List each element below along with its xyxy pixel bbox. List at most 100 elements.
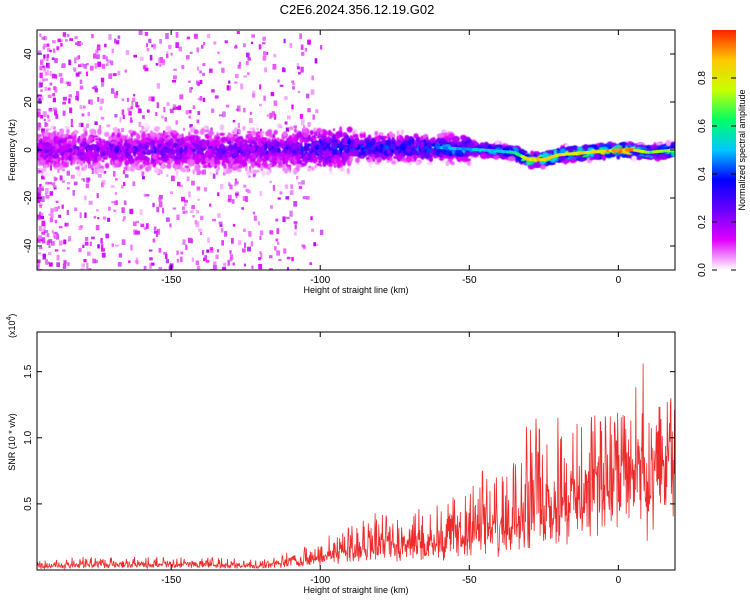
spectrogram-cell [80, 105, 83, 109]
spectrogram-cell [224, 154, 226, 158]
spectrogram-cell [280, 85, 284, 87]
spectrogram-cell [195, 159, 198, 164]
spectrogram-cell [37, 128, 40, 131]
spectrogram-cell [83, 259, 86, 262]
spectrogram-cell [280, 191, 283, 194]
spectrogram-cell [149, 250, 153, 252]
spectrogram-cell [294, 221, 298, 224]
spectrogram-cell [75, 167, 80, 170]
spectrogram-cell [76, 91, 79, 97]
spectrogram-cell [88, 178, 91, 181]
spectrogram-cell [282, 216, 285, 222]
spectrogram-cell [457, 151, 462, 154]
spectrogram-cell [267, 114, 270, 116]
spectrogram-cell [461, 136, 467, 140]
spectrogram-cell [106, 125, 110, 127]
spectrogram-cell [166, 174, 168, 177]
spectrogram-cell [347, 168, 350, 175]
spectrogram-cell [172, 80, 176, 83]
spectrogram-cell [324, 156, 329, 163]
spectrogram-cell [57, 132, 59, 135]
spectrogram-cell [186, 55, 190, 59]
spectrogram-cell [129, 209, 133, 214]
spectrogram-cell [114, 147, 120, 154]
spectrogram-cell [309, 262, 312, 265]
spectrogram-cell [467, 161, 471, 166]
spectrogram-cell [115, 178, 118, 181]
spectrogram-cell [206, 250, 209, 253]
spectrogram-cell [202, 250, 204, 255]
spectrogram-cell [85, 237, 88, 241]
spectrogram-cell [123, 170, 125, 174]
spectrogram-cell [123, 182, 125, 186]
spectrogram-cell [427, 162, 432, 166]
spectrogram-cell [114, 114, 117, 118]
spectrogram-cell [123, 216, 125, 219]
spectrogram-cell [101, 248, 105, 252]
spectrogram-cell [142, 115, 145, 119]
spectrogram-cell [249, 118, 253, 123]
spectrogram-cell [176, 107, 180, 110]
spectrogram-cell [631, 155, 637, 161]
spectrogram-cell [196, 210, 199, 214]
spectrogram-cell [246, 153, 250, 158]
spectrogram-cell [259, 236, 261, 240]
spectrogram-cell [212, 219, 216, 222]
spectrogram-cell [272, 111, 275, 115]
spectrogram-cell [278, 259, 281, 261]
spectrogram-cell [38, 260, 41, 264]
spectrogram-cell [247, 72, 250, 75]
spectrogram-cell [58, 215, 61, 218]
spectrogram-cell [262, 162, 268, 166]
spectrogram-cell [123, 115, 125, 119]
spectrogram-cell [157, 102, 160, 108]
spectrogram-cell [234, 127, 238, 132]
spectrogram-cell [75, 96, 78, 100]
spectrogram-cell [162, 208, 164, 214]
spectrogram-cell [137, 160, 141, 163]
spectrogram-cell [75, 36, 78, 39]
spectrogram-cell [291, 105, 293, 110]
spectrogram-cell [125, 174, 129, 178]
spectrogram-cell [265, 150, 268, 155]
spectrogram-cell [173, 69, 177, 71]
spectrogram-cell [213, 174, 216, 179]
spectrogram-cell [150, 55, 153, 61]
spectrogram-cell [238, 65, 241, 69]
spectrogram-cell [132, 181, 135, 186]
spectrogram-cell [90, 99, 93, 105]
spectrogram-cell [47, 54, 49, 58]
spectrogram-cell [280, 122, 283, 125]
spectrogram-cell [323, 130, 328, 135]
spectrogram-cell [127, 108, 130, 112]
spectrogram-cell [103, 55, 106, 59]
spectrogram-cell [310, 216, 312, 220]
spectrogram-cell [222, 111, 226, 117]
spectrogram-cell [363, 149, 367, 152]
spectrogram-cell [164, 155, 169, 162]
spectrogram-cell [180, 139, 185, 145]
spectrogram-cell [261, 170, 264, 177]
spectrogram-cell [53, 107, 57, 111]
spectrogram-cell [62, 181, 65, 183]
spectrogram-cell [231, 138, 234, 144]
spectrogram-cell [408, 162, 412, 166]
spectrogram-cell [305, 145, 307, 150]
spectrogram-cell [286, 196, 290, 199]
spectrogram-cell [91, 34, 94, 38]
spectrogram-cell [462, 157, 468, 160]
spectrogram-cell [284, 39, 286, 43]
spectrogram-cell [176, 32, 179, 38]
spectrogram-cell [297, 133, 302, 138]
spectrogram-cell [328, 163, 333, 167]
spectrogram-cell [135, 102, 138, 107]
spectrogram-cell [238, 165, 242, 168]
spectrogram-cell [194, 34, 198, 39]
spectrogram-cell [215, 95, 219, 98]
spectrogram-cell [293, 169, 297, 175]
spectrogram-cell [276, 239, 279, 242]
spectrogram-cell [176, 169, 178, 176]
spectrogram-cell [188, 191, 191, 197]
spectrogram-cell [185, 211, 187, 214]
spectrogram-cell [40, 60, 43, 65]
